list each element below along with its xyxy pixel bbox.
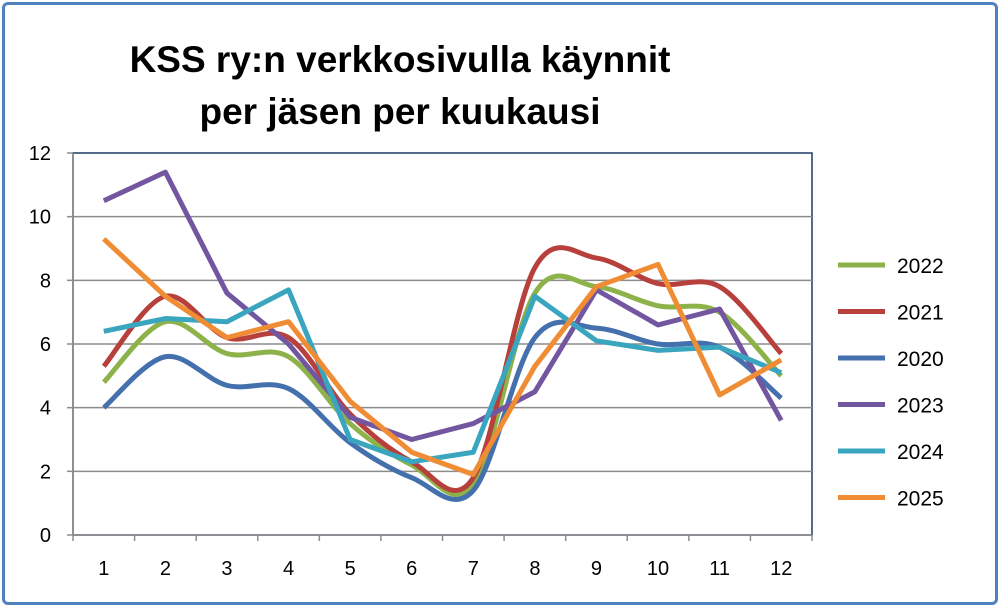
x-tick-label: 11 [709,558,730,580]
series-line-2023 [102,169,784,442]
x-tick-label: 4 [283,558,294,580]
x-tick-label: 12 [770,558,792,580]
x-tick-label: 3 [221,558,232,580]
legend-label-2025: 2025 [897,488,944,511]
series-line-2021 [101,245,784,494]
x-tick-label: 1 [98,558,109,580]
x-tick-label: 8 [529,558,540,580]
x-tick-label: 9 [591,558,602,580]
series-line-2022 [101,273,784,498]
legend-label-2024: 2024 [897,441,944,464]
series-line-2024 [103,287,783,465]
y-tick-label: 10 [29,207,51,229]
x-tick-label: 2 [160,558,171,580]
legend-label-2020: 2020 [897,348,944,371]
legend-label-2021: 2021 [897,302,944,325]
y-tick-label: 6 [40,334,51,356]
y-tick-label: 0 [40,525,51,547]
x-tick-label: 5 [345,558,356,580]
chart-title-line-1: KSS ry:n verkkosivulla käynnit [130,39,671,80]
x-tick-label: 7 [468,558,479,580]
legend-label-2023: 2023 [897,395,944,418]
series-line-2025 [102,237,783,478]
chart-title-line-2: per jäsen per kuukausi [199,91,600,132]
legend-label-2022: 2022 [897,255,944,278]
y-tick-label: 12 [29,143,51,165]
series-line-2020 [102,319,783,502]
x-tick-label: 10 [647,558,669,580]
x-tick-label: 6 [406,558,417,580]
y-tick-label: 8 [40,270,51,292]
y-tick-label: 2 [40,461,51,483]
y-tick-label: 4 [40,398,51,420]
